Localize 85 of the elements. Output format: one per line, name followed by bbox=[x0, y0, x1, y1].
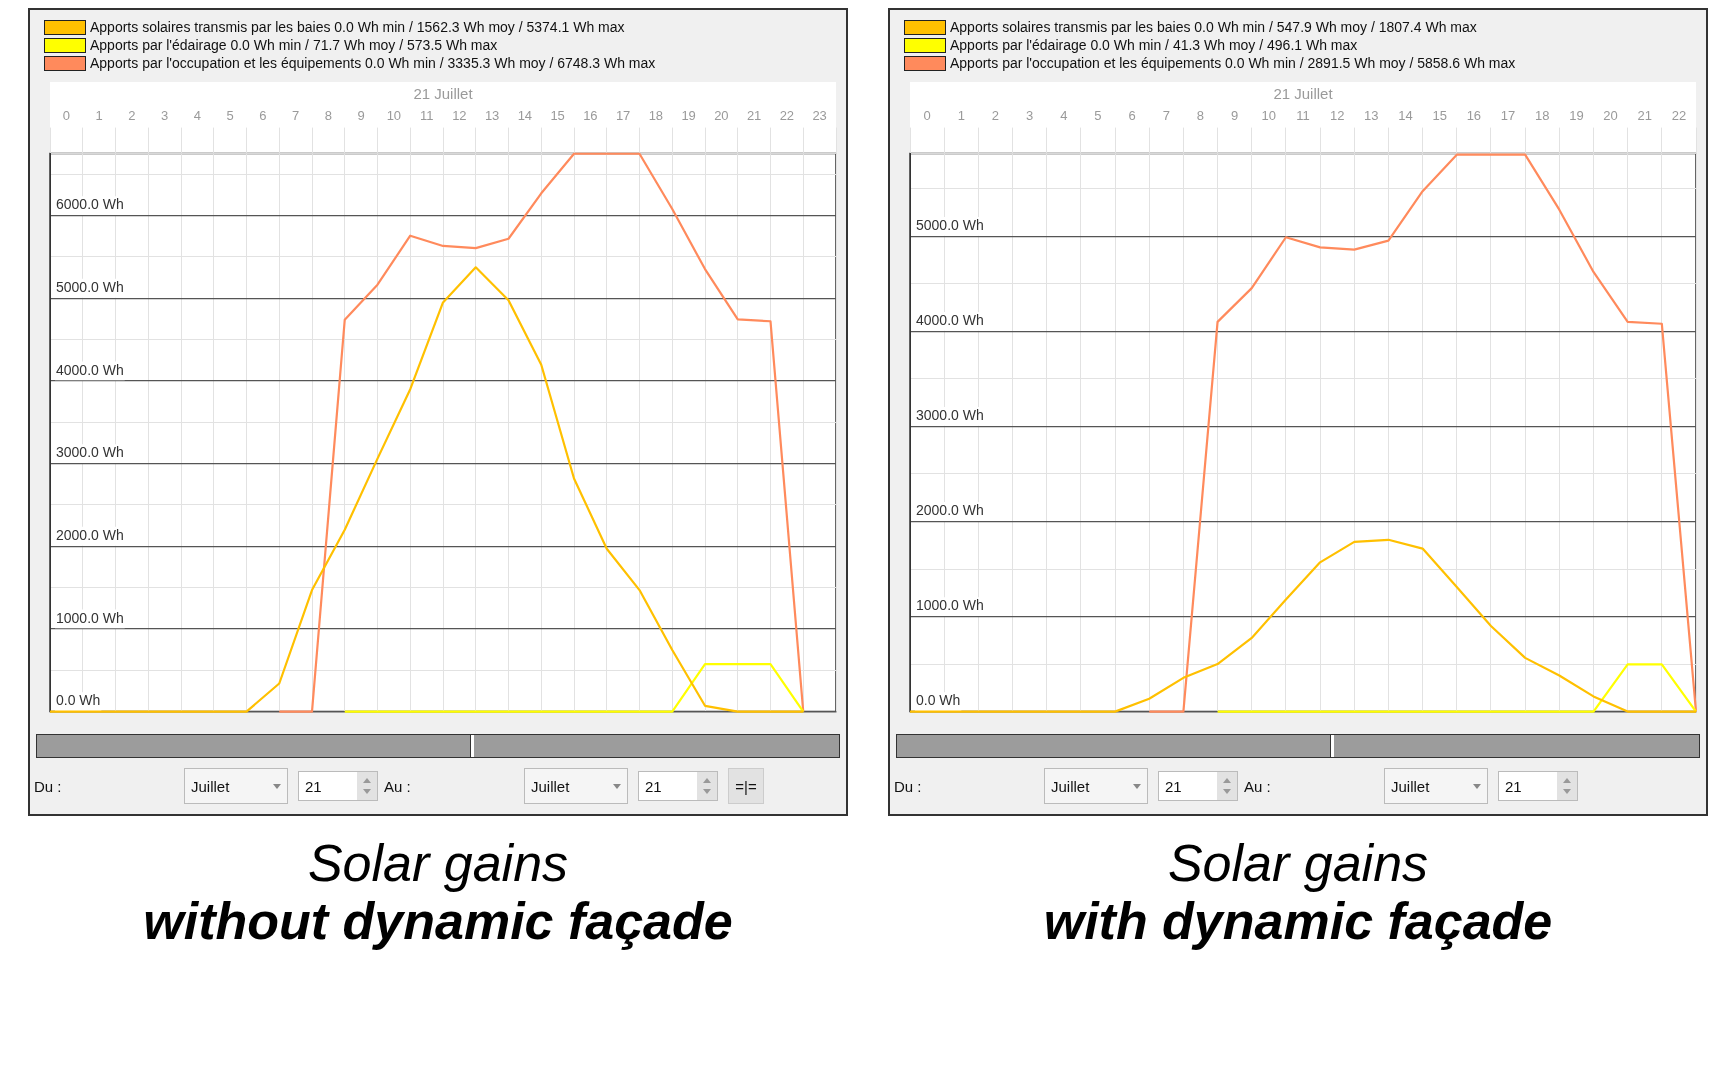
x-tick-label: 11 bbox=[1296, 108, 1310, 124]
x-tick-label: 14 bbox=[517, 108, 533, 124]
x-tick-label: 17 bbox=[615, 108, 631, 124]
x-tick-label: 9 bbox=[1231, 108, 1239, 124]
x-tick-label: 2 bbox=[128, 108, 136, 124]
text: Juillet bbox=[191, 777, 230, 795]
y-tick-label: 4000.0 Wh bbox=[56, 361, 124, 378]
x-tick-label: 0 bbox=[923, 108, 931, 124]
x-tick-label: 10 bbox=[1261, 108, 1277, 124]
y-tick-label: 5000.0 Wh bbox=[56, 279, 124, 296]
x-tick-label: 9 bbox=[357, 108, 365, 124]
x-tick-label: 4 bbox=[193, 108, 201, 124]
x-tick-label: 11 bbox=[419, 108, 434, 124]
x-axis-title: 21 Juillet bbox=[1273, 85, 1334, 103]
x-tick-label: 13 bbox=[1364, 108, 1379, 124]
text: 21 bbox=[1504, 777, 1522, 795]
x-axis-title: 21 Juillet bbox=[413, 85, 474, 103]
text: 21 bbox=[644, 777, 662, 795]
text: 21 bbox=[1164, 777, 1182, 795]
text: 21 bbox=[304, 777, 322, 795]
x-tick-label: 7 bbox=[292, 108, 300, 124]
x-tick-label: 12 bbox=[452, 108, 467, 124]
x-tick-label: 8 bbox=[324, 108, 332, 124]
text: Juillet bbox=[1391, 777, 1430, 795]
text: Solar gains bbox=[306, 834, 570, 892]
x-tick-label: 20 bbox=[1603, 108, 1618, 124]
x-tick-label: 18 bbox=[648, 108, 664, 124]
x-tick-label: 7 bbox=[1162, 108, 1170, 124]
x-tick-label: 6 bbox=[1128, 108, 1136, 124]
x-tick-label: 4 bbox=[1060, 108, 1068, 124]
x-tick-label: 5 bbox=[1094, 108, 1102, 124]
text: without dynamic façade bbox=[143, 892, 733, 950]
x-tick-label: 17 bbox=[1500, 108, 1516, 124]
y-tick-label: 5000.0 Wh bbox=[916, 217, 984, 234]
text: Solar gains bbox=[1166, 834, 1430, 892]
x-tick-label: 21 bbox=[1637, 108, 1652, 124]
text: Juillet bbox=[531, 777, 570, 795]
y-tick-label: 2000.0 Wh bbox=[56, 527, 124, 544]
text: Au : bbox=[384, 777, 412, 795]
x-tick-label: 1 bbox=[957, 108, 965, 124]
legend-label: Apports solaires transmis par les baies 0.0 Wh min / 547.9 Wh moy / 1807.4 Wh max bbox=[950, 18, 1477, 36]
x-tick-label: 15 bbox=[550, 108, 565, 124]
x-tick-label: 3 bbox=[161, 108, 169, 124]
y-tick-label: 6000.0 Wh bbox=[56, 196, 124, 213]
x-tick-label: 8 bbox=[1196, 108, 1205, 124]
x-tick-label: 14 bbox=[1398, 108, 1413, 124]
legend-label: Apports solaires transmis par les baies 0.0 Wh min / 1562.3 Wh moy / 5374.1 Wh max bbox=[90, 18, 625, 36]
legend-label: Apports par l'occupation et les équipements 0.0 Wh min / 3335.3 Wh moy / 6748.3 Wh max bbox=[90, 54, 656, 72]
y-tick-label: 1000.0 Wh bbox=[56, 609, 124, 626]
x-tick-label: 6 bbox=[259, 108, 267, 124]
x-tick-label: 1 bbox=[95, 108, 103, 124]
y-tick-label: 0.0 Wh bbox=[916, 692, 961, 709]
x-tick-label: 2 bbox=[991, 108, 1000, 124]
x-tick-label: 10 bbox=[386, 108, 402, 124]
x-tick-label: 20 bbox=[714, 108, 729, 124]
x-tick-label: 0 bbox=[62, 108, 70, 124]
text: Au : bbox=[1244, 777, 1272, 795]
x-tick-label: 22 bbox=[779, 108, 795, 124]
x-tick-label: 3 bbox=[1025, 108, 1034, 124]
x-tick-label: 16 bbox=[1466, 108, 1482, 124]
x-tick-label: 5 bbox=[226, 108, 234, 124]
legend-label: Apports par l'occupation et les équipements 0.0 Wh min / 2891.5 Wh moy / 5858.6 Wh max bbox=[950, 54, 1516, 72]
text: Juillet bbox=[1051, 777, 1090, 795]
text: Du : bbox=[894, 777, 923, 795]
x-tick-label: 21 bbox=[746, 108, 762, 124]
x-tick-label: 16 bbox=[583, 108, 598, 124]
y-tick-label: 3000.0 Wh bbox=[56, 444, 124, 461]
y-tick-label: 2000.0 Wh bbox=[916, 502, 984, 519]
x-tick-label: 12 bbox=[1329, 108, 1345, 124]
text: =|= bbox=[728, 768, 764, 804]
x-tick-label: 18 bbox=[1534, 108, 1550, 124]
x-tick-label: 15 bbox=[1432, 108, 1447, 124]
x-tick-label: 23 bbox=[812, 108, 827, 124]
y-tick-label: 3000.0 Wh bbox=[916, 407, 984, 424]
y-tick-label: 4000.0 Wh bbox=[916, 312, 984, 329]
x-tick-label: 19 bbox=[1569, 108, 1584, 124]
y-tick-label: 0.0 Wh bbox=[56, 692, 101, 709]
text: with dynamic façade bbox=[1043, 892, 1553, 950]
x-tick-label: 19 bbox=[681, 108, 696, 124]
y-tick-label: 1000.0 Wh bbox=[916, 597, 984, 614]
x-tick-label: 22 bbox=[1671, 108, 1687, 124]
legend-label: Apports par l'édairage 0.0 Wh min / 71.7 Wh moy / 573.5 Wh max bbox=[90, 36, 498, 54]
legend-label: Apports par l'édairage 0.0 Wh min / 41.3 Wh moy / 496.1 Wh max bbox=[950, 36, 1358, 54]
text: Du : bbox=[34, 777, 63, 795]
x-tick-label: 13 bbox=[484, 108, 500, 124]
